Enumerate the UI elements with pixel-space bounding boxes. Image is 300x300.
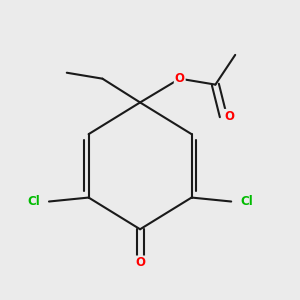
Text: O: O — [135, 256, 145, 269]
Text: Cl: Cl — [27, 195, 40, 208]
Text: Cl: Cl — [240, 195, 253, 208]
Text: O: O — [224, 110, 234, 123]
Text: O: O — [175, 72, 185, 85]
